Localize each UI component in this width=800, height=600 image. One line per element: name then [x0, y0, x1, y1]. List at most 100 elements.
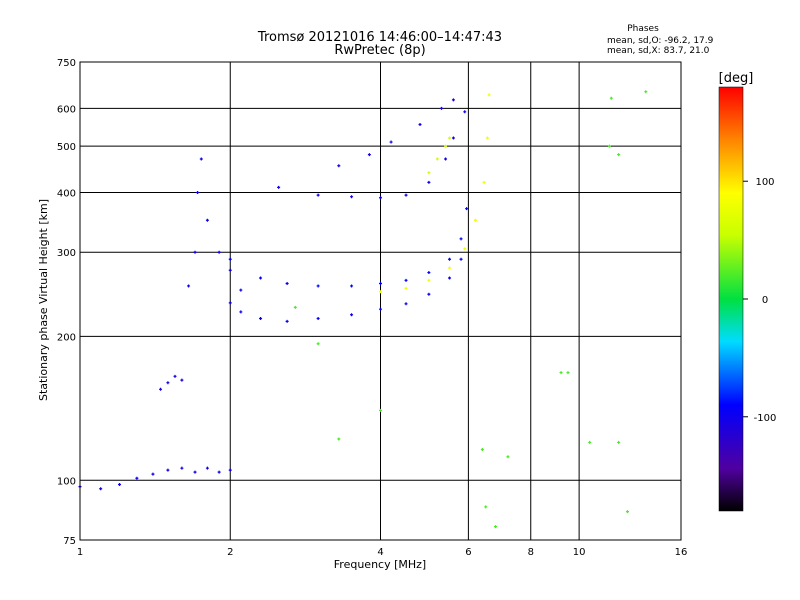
- data-point: [404, 278, 408, 282]
- data-point: [217, 470, 221, 474]
- data-point: [566, 371, 570, 375]
- data-point: [444, 157, 448, 161]
- data-point: [205, 466, 209, 470]
- trace: [293, 90, 648, 529]
- data-point: [217, 250, 221, 254]
- data-point: [463, 247, 467, 251]
- data-point: [205, 218, 209, 222]
- y-tick-label: 300: [57, 248, 76, 259]
- trace: [277, 110, 467, 200]
- x-tick-label: 10: [573, 547, 586, 558]
- data-point: [482, 180, 486, 184]
- y-tick-label: 500: [57, 142, 76, 153]
- data-point: [448, 276, 452, 280]
- data-point: [451, 136, 455, 140]
- x-tick-labels: 1 2 4 6 8 10 16: [77, 547, 688, 558]
- colorbar-tick-label: 0: [762, 295, 768, 306]
- data-point: [427, 278, 431, 282]
- data-point: [196, 190, 200, 194]
- plot-frame: [79, 61, 682, 541]
- trace: [379, 93, 491, 294]
- data-point: [285, 282, 289, 286]
- data-point: [379, 282, 382, 286]
- data-point: [484, 505, 488, 509]
- chart-title: Tromsø 20121016 14:46:00–14:47:43: [257, 30, 502, 45]
- data-point: [480, 447, 484, 451]
- data-point: [379, 408, 382, 412]
- data-point: [166, 381, 170, 385]
- data-point: [193, 250, 197, 254]
- data-point: [588, 440, 592, 444]
- data-point: [285, 319, 289, 323]
- data-point: [617, 153, 621, 157]
- colorbar-label: [deg]: [719, 71, 754, 86]
- data-point: [259, 276, 263, 280]
- data-point: [435, 157, 439, 161]
- data-point: [427, 271, 431, 275]
- colorbar-tick-label: -100: [754, 413, 777, 424]
- data-point: [559, 371, 563, 375]
- data-point: [316, 284, 320, 288]
- data-point: [187, 284, 191, 288]
- data-point: [259, 316, 263, 320]
- data-point: [617, 440, 621, 444]
- data-point: [159, 387, 163, 391]
- x-tick-label: 6: [465, 547, 471, 558]
- trace: [427, 136, 452, 175]
- data-point: [609, 96, 613, 100]
- colorbar-ticks: 100 0 -100: [743, 177, 776, 424]
- colorbar-tick-label: 100: [755, 177, 774, 188]
- chart-subtitle: RwPretec (8p): [334, 43, 425, 58]
- data-point: [367, 153, 371, 157]
- y-tick-label: 750: [57, 58, 76, 69]
- data-point: [193, 470, 197, 474]
- data-point: [404, 286, 408, 290]
- data-point: [293, 305, 297, 309]
- data-point: [239, 288, 243, 292]
- data-point: [180, 378, 184, 382]
- data-point: [404, 193, 408, 197]
- data-point: [337, 437, 341, 441]
- data-point: [427, 180, 431, 184]
- data-point: [379, 307, 382, 311]
- y-tick-labels: 75 100 200 300 400 500 600 750: [57, 58, 76, 547]
- data-point: [418, 123, 422, 127]
- trace: [228, 207, 469, 288]
- data-point: [448, 266, 452, 270]
- x-tick-label: 4: [377, 547, 383, 558]
- data-point: [644, 90, 648, 94]
- y-tick-label: 600: [57, 104, 76, 115]
- data-point: [379, 196, 382, 200]
- data-point: [228, 468, 232, 472]
- data-point: [459, 257, 463, 261]
- phase-info-x: mean, sd,X: 83.7, 21.0: [607, 46, 710, 56]
- data-point: [151, 472, 155, 476]
- data-point: [135, 476, 139, 480]
- x-tick-label: 2: [227, 547, 233, 558]
- data-point: [506, 455, 510, 459]
- phase-info-heading: Phases: [627, 24, 659, 34]
- data-point: [350, 284, 354, 288]
- data-point: [404, 302, 408, 306]
- phase-info-o: mean, sd,O: -96.2, 17.9: [607, 36, 714, 46]
- trace: [159, 374, 184, 391]
- data-point: [166, 468, 170, 472]
- data-point: [487, 93, 491, 97]
- y-axis-label: Stationary phase Virtual Height [km]: [37, 199, 50, 401]
- data-point: [485, 136, 489, 140]
- trace: [337, 98, 455, 168]
- data-point: [228, 301, 232, 305]
- data-point: [239, 310, 243, 314]
- data-point: [173, 374, 177, 378]
- data-point: [494, 525, 498, 529]
- data-point: [451, 98, 455, 102]
- colorbar: [718, 86, 744, 512]
- data-point: [459, 237, 463, 241]
- data-point: [440, 106, 443, 110]
- x-axis-label: Frequency [MHz]: [334, 558, 426, 571]
- data-point: [350, 313, 354, 317]
- y-tick-label: 75: [63, 536, 76, 547]
- data-point: [316, 316, 320, 320]
- x-tick-label: 16: [675, 547, 688, 558]
- data-point: [463, 110, 467, 114]
